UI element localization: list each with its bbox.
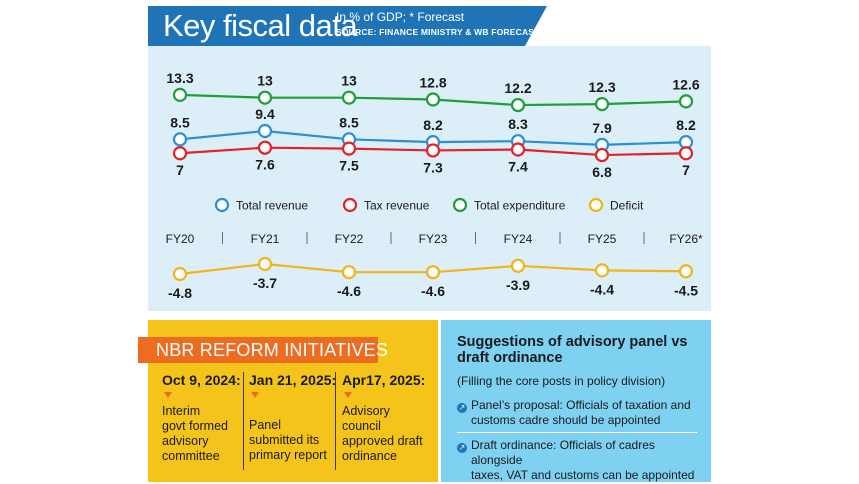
orange-triangle-icon xyxy=(164,392,172,398)
legend-label: Deficit xyxy=(610,199,644,213)
suggestions-subtitle: (Filling the core posts in policy divisi… xyxy=(457,374,666,388)
data-label: 8.2 xyxy=(676,117,696,133)
data-label: 7.9 xyxy=(592,120,612,136)
data-label: 8.5 xyxy=(339,114,359,130)
data-label: 8.3 xyxy=(508,116,528,132)
data-point xyxy=(172,132,188,147)
suggestion-separator xyxy=(457,432,697,433)
x-tick-label: FY22 xyxy=(335,232,364,246)
data-label: -4.6 xyxy=(421,283,445,299)
legend-label: Tax revenue xyxy=(364,199,430,213)
nbr-banner xyxy=(138,337,378,363)
title-bar-notch xyxy=(525,6,547,46)
nbr-divider xyxy=(335,372,336,470)
data-label: 12.6 xyxy=(672,76,699,92)
x-tick-label: FY25 xyxy=(588,232,617,246)
arrow-circle-icon: ↗ xyxy=(457,403,467,413)
data-label: 12.3 xyxy=(588,79,615,95)
suggestion-item-1: Panel’s proposal: Officials of taxation … xyxy=(471,398,691,427)
suggestions-title: Suggestions of advisory panel vs draft o… xyxy=(457,334,688,366)
legend-marker xyxy=(214,197,230,213)
data-label: 9.4 xyxy=(255,106,275,122)
data-point xyxy=(678,146,694,161)
data-label: 7.3 xyxy=(423,159,443,175)
data-label: 8.2 xyxy=(423,117,443,133)
data-point xyxy=(425,265,441,280)
data-label: 7 xyxy=(682,162,690,178)
data-point xyxy=(257,123,273,139)
data-point xyxy=(678,94,694,109)
data-point xyxy=(594,97,610,112)
data-point xyxy=(425,92,441,107)
data-label: -3.9 xyxy=(506,277,530,293)
source-note: SOURCE: FINANCE MINISTRY & WB FORECAST xyxy=(336,27,540,37)
orange-triangle-icon xyxy=(251,392,259,398)
orange-triangle-icon xyxy=(344,392,352,398)
data-point xyxy=(594,147,610,163)
data-point xyxy=(172,266,188,282)
data-label: 13 xyxy=(341,73,357,89)
data-point xyxy=(594,263,610,278)
data-point xyxy=(257,90,273,105)
data-point xyxy=(341,90,357,105)
legend-marker xyxy=(342,197,358,213)
data-label: 7 xyxy=(176,162,184,178)
data-label: -4.6 xyxy=(337,283,361,299)
data-point xyxy=(510,258,526,273)
data-label: 12.8 xyxy=(419,75,446,91)
data-point xyxy=(257,256,273,272)
data-label: 8.5 xyxy=(170,114,190,130)
data-label: -4.5 xyxy=(674,282,698,298)
data-label: -4.4 xyxy=(590,281,614,297)
x-tick-label: FY24 xyxy=(504,232,533,246)
data-point xyxy=(341,265,357,280)
legend-label: Total revenue xyxy=(236,199,308,213)
data-label: -3.7 xyxy=(253,275,277,291)
legend-label: Total expenditure xyxy=(474,199,566,213)
nbr-title: NBR REFORM INITIATIVES xyxy=(156,340,389,360)
chart-subtitle: In % of GDP; * Forecast xyxy=(336,10,465,24)
nbr-date-1: Oct 9, 2024: xyxy=(162,372,241,388)
x-tick-label: FY20 xyxy=(166,232,195,246)
data-point xyxy=(341,141,357,156)
title-bar xyxy=(148,6,525,46)
suggestion-item-2: Draft ordinance: Officials of cadres alo… xyxy=(471,438,695,482)
data-point xyxy=(172,87,188,102)
data-point xyxy=(172,146,188,161)
nbr-item-2-text: Panel submitted its primary report xyxy=(249,418,327,462)
x-tick-label: FY23 xyxy=(419,232,448,246)
nbr-date-2: Jan 21, 2025: xyxy=(249,372,337,388)
page-title: Key fiscal data xyxy=(163,8,358,43)
data-label: 12.2 xyxy=(504,80,531,96)
data-label: 6.8 xyxy=(592,164,612,180)
nbr-item-3-text: Advisory council approved draft ordinance xyxy=(342,404,423,463)
data-label: 13.3 xyxy=(166,70,193,86)
legend-marker xyxy=(452,197,468,213)
data-point xyxy=(425,143,441,158)
data-label: -4.8 xyxy=(168,285,192,301)
data-point xyxy=(257,140,273,155)
data-point xyxy=(510,97,526,113)
arrow-circle-icon: ↗ xyxy=(457,443,467,453)
nbr-item-1-text: Interim govt formed advisory committee xyxy=(162,404,229,463)
nbr-divider xyxy=(243,372,244,470)
x-tick-label: FY21 xyxy=(251,232,280,246)
data-label: 7.4 xyxy=(508,159,528,175)
legend-marker xyxy=(588,197,604,213)
data-label: 7.6 xyxy=(255,157,275,173)
data-label: 7.5 xyxy=(339,158,359,174)
data-point xyxy=(678,264,694,279)
suggestions-panel xyxy=(441,320,711,482)
data-label: 13 xyxy=(257,73,273,89)
data-point xyxy=(510,142,526,157)
x-tick-label: FY26* xyxy=(669,232,703,246)
nbr-date-3: Apr17, 2025: xyxy=(342,372,426,388)
